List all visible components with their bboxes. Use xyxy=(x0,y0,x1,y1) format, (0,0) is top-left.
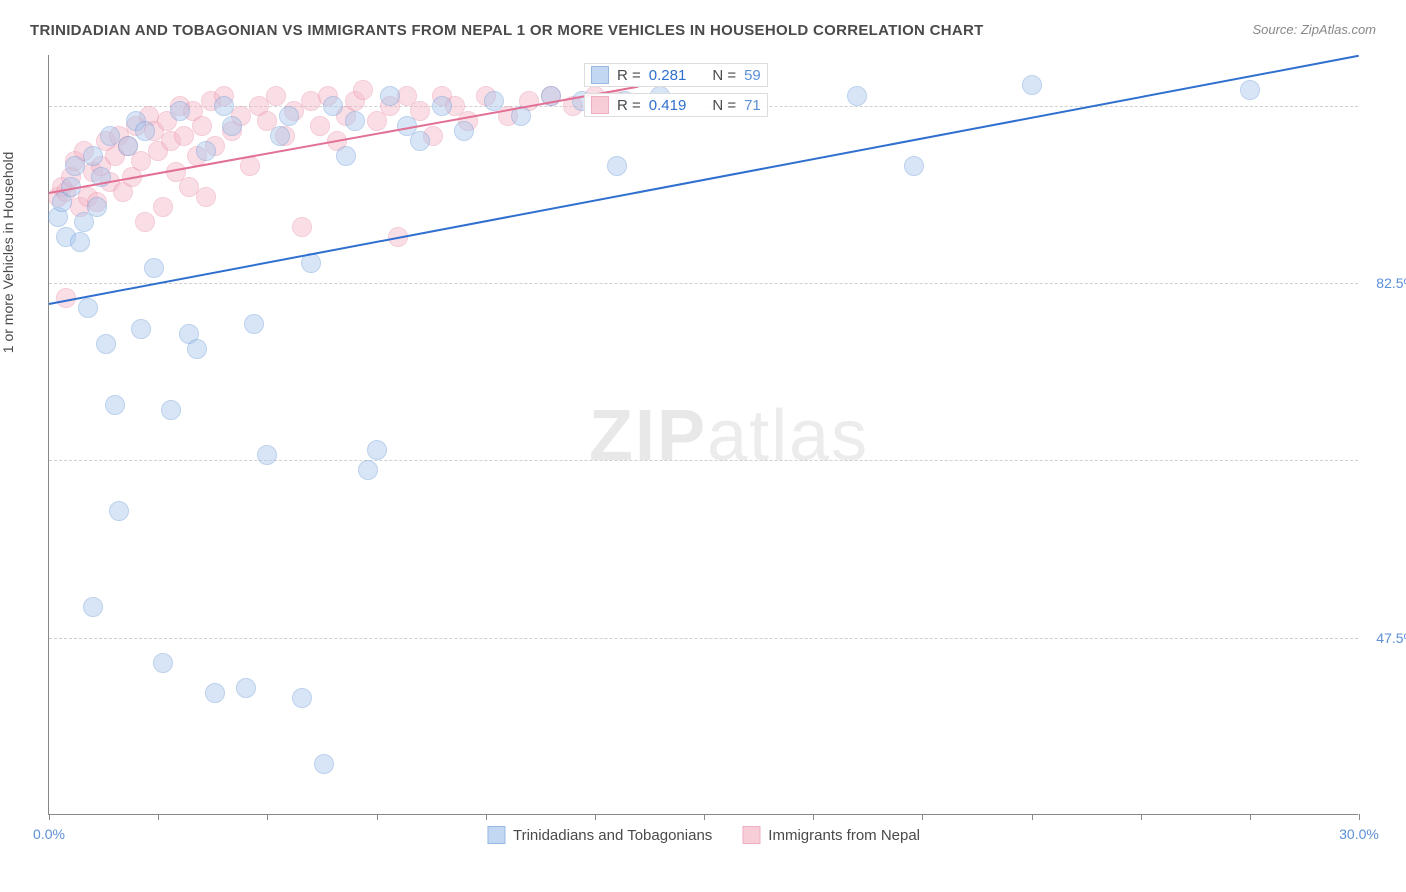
data-point xyxy=(153,197,173,217)
stats-n-value: 71 xyxy=(744,97,761,114)
data-point xyxy=(78,298,98,318)
legend-item: Trinidadians and Tobagonians xyxy=(487,826,712,844)
x-tick-label: 0.0% xyxy=(33,826,65,842)
gridline-horizontal xyxy=(49,283,1358,284)
data-point xyxy=(83,597,103,617)
data-point xyxy=(292,688,312,708)
data-point xyxy=(118,136,138,156)
data-point xyxy=(83,146,103,166)
data-point xyxy=(279,106,299,126)
x-tick xyxy=(158,814,159,820)
legend-label: Immigrants from Nepal xyxy=(768,827,920,844)
legend: Trinidadians and Tobagonians Immigrants f… xyxy=(487,826,920,844)
data-point xyxy=(353,80,373,100)
stats-r-label: R = xyxy=(617,67,641,84)
y-tick-label: 47.5% xyxy=(1376,630,1406,646)
data-point xyxy=(109,501,129,521)
gridline-horizontal xyxy=(49,460,1358,461)
data-point xyxy=(153,653,173,673)
x-tick xyxy=(1359,814,1360,820)
stats-box: R = 0.419 N = 71 xyxy=(584,93,768,117)
x-tick xyxy=(49,814,50,820)
data-point xyxy=(310,116,330,136)
y-tick-label: 82.5% xyxy=(1376,275,1406,291)
x-tick xyxy=(813,814,814,820)
legend-swatch xyxy=(487,826,505,844)
stats-n-value: 59 xyxy=(744,67,761,84)
gridline-horizontal xyxy=(49,638,1358,639)
data-point xyxy=(270,126,290,146)
data-point xyxy=(292,217,312,237)
data-point xyxy=(214,96,234,116)
data-point xyxy=(358,460,378,480)
data-point xyxy=(1022,75,1042,95)
x-tick xyxy=(922,814,923,820)
data-point xyxy=(607,156,627,176)
data-point xyxy=(257,445,277,465)
watermark-thin: atlas xyxy=(707,396,869,476)
data-point xyxy=(196,187,216,207)
stats-swatch xyxy=(591,96,609,114)
data-point xyxy=(367,440,387,460)
data-point xyxy=(105,395,125,415)
data-point xyxy=(87,197,107,217)
data-point xyxy=(131,319,151,339)
data-point xyxy=(1240,80,1260,100)
data-point xyxy=(135,121,155,141)
data-point xyxy=(144,258,164,278)
data-point xyxy=(205,683,225,703)
x-tick xyxy=(1250,814,1251,820)
data-point xyxy=(70,232,90,252)
data-point xyxy=(904,156,924,176)
data-point xyxy=(380,86,400,106)
x-tick xyxy=(486,814,487,820)
watermark: ZIPatlas xyxy=(589,395,869,477)
data-point xyxy=(323,96,343,116)
data-point xyxy=(410,131,430,151)
data-point xyxy=(345,111,365,131)
data-point xyxy=(847,86,867,106)
plot-area: ZIPatlas Trinidadians and TobagoniansImm… xyxy=(48,55,1358,815)
data-point xyxy=(135,212,155,232)
data-point xyxy=(240,156,260,176)
stats-n-label: N = xyxy=(712,97,736,114)
data-point xyxy=(96,334,116,354)
x-tick xyxy=(595,814,596,820)
y-axis-label: 1 or more Vehicles in Household xyxy=(0,152,16,354)
x-tick xyxy=(377,814,378,820)
data-point xyxy=(454,121,474,141)
x-tick xyxy=(1032,814,1033,820)
data-point xyxy=(196,141,216,161)
legend-swatch xyxy=(742,826,760,844)
chart-title: TRINIDADIAN AND TOBAGONIAN VS IMMIGRANTS… xyxy=(30,22,984,39)
data-point xyxy=(222,116,242,136)
data-point xyxy=(314,754,334,774)
stats-r-label: R = xyxy=(617,97,641,114)
source-attribution: Source: ZipAtlas.com xyxy=(1252,22,1376,37)
data-point xyxy=(336,146,356,166)
x-tick xyxy=(704,814,705,820)
data-point xyxy=(187,339,207,359)
stats-r-value: 0.419 xyxy=(649,97,687,114)
data-point xyxy=(484,91,504,111)
data-point xyxy=(266,86,286,106)
stats-swatch xyxy=(591,66,609,84)
data-point xyxy=(432,96,452,116)
stats-n-label: N = xyxy=(712,67,736,84)
stats-box: R = 0.281 N = 59 xyxy=(584,63,768,87)
data-point xyxy=(236,678,256,698)
data-point xyxy=(161,400,181,420)
legend-label: Trinidadians and Tobagonians xyxy=(513,827,712,844)
data-point xyxy=(170,101,190,121)
data-point xyxy=(244,314,264,334)
watermark-bold: ZIP xyxy=(589,396,707,476)
data-point xyxy=(192,116,212,136)
stats-r-value: 0.281 xyxy=(649,67,687,84)
x-tick-label: 30.0% xyxy=(1339,826,1379,842)
x-tick xyxy=(1141,814,1142,820)
x-tick xyxy=(267,814,268,820)
legend-item: Immigrants from Nepal xyxy=(742,826,920,844)
chart-container: TRINIDADIAN AND TOBAGONIAN VS IMMIGRANTS… xyxy=(0,0,1406,892)
